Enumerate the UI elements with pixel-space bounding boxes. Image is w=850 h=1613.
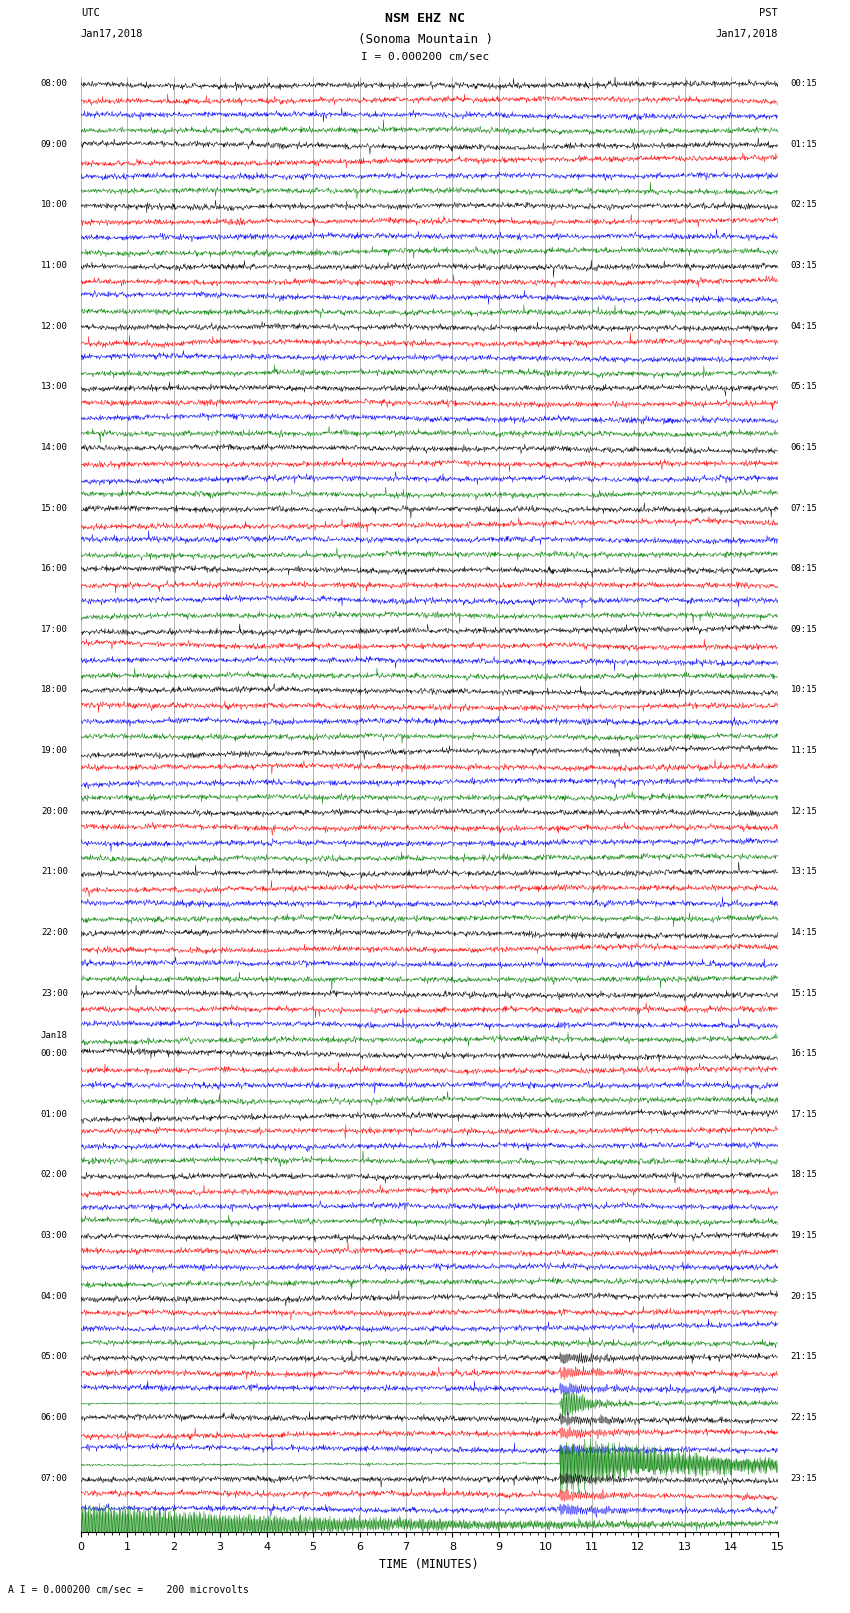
Text: 03:00: 03:00 bbox=[41, 1231, 68, 1240]
Text: 05:15: 05:15 bbox=[790, 382, 818, 392]
Text: 09:15: 09:15 bbox=[790, 624, 818, 634]
Text: Jan17,2018: Jan17,2018 bbox=[715, 29, 778, 39]
Text: 14:00: 14:00 bbox=[41, 444, 68, 452]
Text: 22:00: 22:00 bbox=[41, 927, 68, 937]
Text: 03:15: 03:15 bbox=[790, 261, 818, 269]
Text: NSM EHZ NC: NSM EHZ NC bbox=[385, 11, 465, 24]
Text: 19:00: 19:00 bbox=[41, 747, 68, 755]
Text: 20:00: 20:00 bbox=[41, 806, 68, 816]
Text: 06:15: 06:15 bbox=[790, 444, 818, 452]
Text: 17:00: 17:00 bbox=[41, 624, 68, 634]
Text: 22:15: 22:15 bbox=[790, 1413, 818, 1423]
Text: 01:00: 01:00 bbox=[41, 1110, 68, 1119]
Text: 09:00: 09:00 bbox=[41, 140, 68, 148]
Text: 23:00: 23:00 bbox=[41, 989, 68, 997]
Text: 21:00: 21:00 bbox=[41, 868, 68, 876]
Text: 02:15: 02:15 bbox=[790, 200, 818, 210]
Text: 15:15: 15:15 bbox=[790, 989, 818, 997]
Text: 01:15: 01:15 bbox=[790, 140, 818, 148]
Text: 17:15: 17:15 bbox=[790, 1110, 818, 1119]
Text: 07:00: 07:00 bbox=[41, 1474, 68, 1482]
Text: 08:00: 08:00 bbox=[41, 79, 68, 89]
Text: 23:15: 23:15 bbox=[790, 1474, 818, 1482]
Text: UTC: UTC bbox=[81, 8, 99, 18]
Text: 19:15: 19:15 bbox=[790, 1231, 818, 1240]
Text: 00:00: 00:00 bbox=[41, 1048, 68, 1058]
Text: A I = 0.000200 cm/sec =    200 microvolts: A I = 0.000200 cm/sec = 200 microvolts bbox=[8, 1584, 249, 1595]
Text: 12:00: 12:00 bbox=[41, 321, 68, 331]
Text: 13:00: 13:00 bbox=[41, 382, 68, 392]
Text: 02:00: 02:00 bbox=[41, 1171, 68, 1179]
X-axis label: TIME (MINUTES): TIME (MINUTES) bbox=[379, 1558, 479, 1571]
Text: 05:00: 05:00 bbox=[41, 1352, 68, 1361]
Text: I = 0.000200 cm/sec: I = 0.000200 cm/sec bbox=[361, 52, 489, 61]
Text: Jan17,2018: Jan17,2018 bbox=[81, 29, 144, 39]
Text: 12:15: 12:15 bbox=[790, 806, 818, 816]
Text: 08:15: 08:15 bbox=[790, 565, 818, 573]
Text: 21:15: 21:15 bbox=[790, 1352, 818, 1361]
Text: 18:15: 18:15 bbox=[790, 1171, 818, 1179]
Text: 20:15: 20:15 bbox=[790, 1292, 818, 1300]
Text: 18:00: 18:00 bbox=[41, 686, 68, 695]
Text: 11:15: 11:15 bbox=[790, 747, 818, 755]
Text: PST: PST bbox=[759, 8, 778, 18]
Text: Jan18: Jan18 bbox=[41, 1031, 68, 1040]
Text: 11:00: 11:00 bbox=[41, 261, 68, 269]
Text: 00:15: 00:15 bbox=[790, 79, 818, 89]
Text: 04:15: 04:15 bbox=[790, 321, 818, 331]
Text: (Sonoma Mountain ): (Sonoma Mountain ) bbox=[358, 32, 492, 45]
Text: 16:00: 16:00 bbox=[41, 565, 68, 573]
Text: 10:15: 10:15 bbox=[790, 686, 818, 695]
Text: 04:00: 04:00 bbox=[41, 1292, 68, 1300]
Text: 07:15: 07:15 bbox=[790, 503, 818, 513]
Text: 13:15: 13:15 bbox=[790, 868, 818, 876]
Text: 14:15: 14:15 bbox=[790, 927, 818, 937]
Text: 06:00: 06:00 bbox=[41, 1413, 68, 1423]
Text: 10:00: 10:00 bbox=[41, 200, 68, 210]
Text: 16:15: 16:15 bbox=[790, 1048, 818, 1058]
Text: 15:00: 15:00 bbox=[41, 503, 68, 513]
